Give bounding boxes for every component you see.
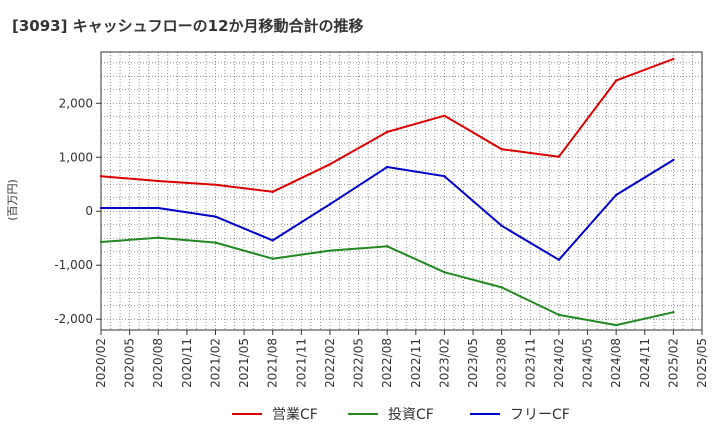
- series-1-point: [271, 257, 274, 260]
- x-tick-label: 2023/11: [523, 338, 537, 388]
- chart-title: [3093] キャッシュフローの12か月移動合計の推移: [12, 17, 364, 35]
- series-1-point: [672, 310, 675, 314]
- series-0-point: [385, 130, 389, 134]
- plot-frame: [100, 51, 703, 331]
- series-1-point: [214, 241, 217, 244]
- series-0-point: [500, 147, 503, 151]
- x-tick-label: 2023/05: [466, 338, 480, 388]
- series-0-point: [157, 179, 160, 183]
- y-tick-label: 0: [85, 204, 93, 218]
- x-tick-label: 2024/08: [609, 338, 623, 388]
- x-tick-label: 2020/08: [151, 338, 165, 388]
- y-tick-label: -1,000: [54, 258, 93, 272]
- series-1-point: [99, 240, 103, 244]
- y-tick-label: 1,000: [59, 150, 93, 164]
- grid: [101, 52, 702, 330]
- series-0-point: [271, 190, 274, 194]
- series-2-point: [672, 158, 675, 162]
- series-1-point: [385, 245, 389, 248]
- x-tick-label: 2022/08: [380, 338, 394, 388]
- x-tick-label: 2024/02: [552, 338, 566, 388]
- series-lines: [99, 57, 675, 327]
- series-2-point: [271, 239, 274, 242]
- series-line-0: [100, 58, 674, 193]
- y-axis-label: (百万円): [6, 179, 19, 221]
- x-tick-label: 2025/05: [695, 338, 709, 388]
- legend-label-1: 投資CF: [388, 407, 434, 423]
- series-2-point: [385, 165, 389, 169]
- x-tick-label: 2024/11: [638, 338, 652, 388]
- series-0-point: [328, 163, 332, 166]
- series-0-point: [99, 174, 103, 178]
- legend-label-0: 営業CF: [272, 407, 318, 423]
- x-tick-label: 2025/02: [666, 338, 680, 388]
- x-tick-label: 2021/08: [266, 338, 280, 388]
- x-tick-label: 2023/08: [495, 338, 509, 388]
- series-1-point: [328, 249, 332, 252]
- x-tick-label: 2024/05: [581, 338, 595, 388]
- x-tick-label: 2023/02: [437, 338, 451, 388]
- legend-label-2: フリーCF: [510, 407, 570, 423]
- series-2-point: [99, 206, 103, 210]
- x-tick-label: 2020/11: [180, 338, 194, 388]
- series-1-point: [157, 236, 160, 239]
- x-tick-label: 2020/02: [94, 338, 108, 388]
- series-2-point: [500, 224, 503, 228]
- series-0-point: [214, 183, 217, 186]
- series-1-point: [500, 286, 503, 289]
- series-0-point: [557, 155, 561, 158]
- series-0-point: [672, 57, 675, 61]
- series-2-point: [443, 174, 446, 178]
- series-2-point: [557, 258, 561, 262]
- x-tick-label: 2022/02: [323, 338, 337, 388]
- x-tick-label: 2021/02: [208, 338, 222, 388]
- axes: -2,000 -1,000 0 1,000 2,000 2020/02 2020/05 202…: [54, 51, 709, 388]
- series-1-point: [443, 271, 446, 274]
- y-tick-label: 2,000: [59, 96, 93, 110]
- series-2-point: [157, 206, 160, 210]
- series-1-point: [614, 323, 618, 327]
- x-tick-label: 2022/05: [352, 338, 366, 388]
- series-2-point: [614, 193, 618, 197]
- x-tick-label: 2022/11: [409, 338, 423, 388]
- x-tick-label: 2021/05: [237, 338, 251, 388]
- x-tick-label: 2021/11: [294, 338, 308, 388]
- series-1-point: [557, 313, 561, 317]
- series-0-point: [443, 114, 446, 117]
- legend: 営業CF 投資CF フリーCF: [232, 407, 570, 423]
- series-2-point: [214, 215, 217, 218]
- y-tick-label: -2,000: [54, 312, 93, 326]
- series-0-point: [614, 79, 618, 82]
- series-2-point: [328, 203, 332, 206]
- x-tick-label: 2020/05: [123, 338, 137, 388]
